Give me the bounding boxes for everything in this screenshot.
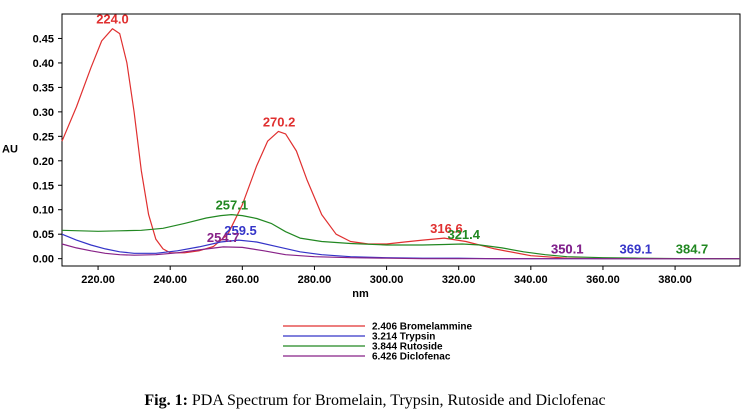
series-line bbox=[61, 214, 740, 260]
peak-label: 257.1 bbox=[216, 198, 249, 213]
peak-label: 350.1 bbox=[551, 242, 584, 257]
peak-label: 384.7 bbox=[676, 242, 709, 257]
series-layer bbox=[61, 28, 740, 260]
series-line bbox=[61, 28, 740, 260]
axes: 0.00 0.05 0.10 0.15 0.20 0.25 0.30 0.35 0.40 0.45… bbox=[2, 13, 741, 300]
y-tick-label: 0.25 bbox=[33, 131, 54, 143]
peak-label: 270.2 bbox=[263, 114, 296, 129]
y-tick-label: 0.45 bbox=[33, 33, 54, 45]
caption-text: PDA Spectrum for Bromelain, Trypsin, Rut… bbox=[187, 392, 606, 409]
y-tick-label: 0.05 bbox=[33, 229, 54, 241]
caption-prefix: Fig. 1: bbox=[144, 392, 188, 409]
x-tick-label: 240.00 bbox=[153, 274, 187, 286]
y-tick-label: 0.20 bbox=[33, 156, 54, 168]
peak-label: 369.1 bbox=[620, 242, 653, 257]
peak-label: 224.0 bbox=[96, 12, 129, 27]
y-tick-label: 0.35 bbox=[33, 82, 54, 94]
peak-label: 316.6 bbox=[430, 221, 463, 236]
x-tick-label: 300.00 bbox=[370, 274, 404, 286]
y-tick-label: 0.15 bbox=[33, 180, 54, 192]
x-tick-label: 320.00 bbox=[442, 274, 476, 286]
x-tick-label: 280.00 bbox=[298, 274, 332, 286]
peak-label: 254.7 bbox=[207, 230, 240, 245]
legend-label: 6.426 Diclofenac bbox=[372, 352, 451, 363]
x-tick-label: 380.00 bbox=[658, 274, 692, 286]
x-axis-title: nm bbox=[352, 288, 369, 300]
y-tick-label: 0.00 bbox=[33, 254, 54, 266]
series-line bbox=[61, 243, 740, 260]
peak-labels: 224.0 270.2 316.6 259.5 350.1 369.1 257.1 321.4… bbox=[96, 12, 708, 257]
x-tick-label: 260.00 bbox=[225, 274, 259, 286]
peak-label: 321.4 bbox=[447, 227, 480, 242]
y-axis-title: AU bbox=[2, 144, 18, 156]
y-tick-label: 0.30 bbox=[33, 107, 54, 119]
peak-label: 350.1 bbox=[551, 242, 584, 257]
legend-label: 2.406 Bromelammine bbox=[372, 322, 472, 333]
legend-label: 3.214 Trypsin bbox=[372, 332, 435, 343]
peak-label: 259.5 bbox=[224, 223, 257, 238]
y-tick-label: 0.40 bbox=[33, 58, 54, 70]
y-tick-label: 0.10 bbox=[33, 205, 54, 217]
figure-caption: Fig. 1: PDA Spectrum for Bromelain, Tryp… bbox=[0, 392, 750, 410]
legend-label: 3.844 Rutoside bbox=[372, 342, 443, 353]
x-tick-label: 340.00 bbox=[514, 274, 548, 286]
x-tick-label: 220.00 bbox=[81, 274, 115, 286]
x-tick-label: 360.00 bbox=[586, 274, 620, 286]
